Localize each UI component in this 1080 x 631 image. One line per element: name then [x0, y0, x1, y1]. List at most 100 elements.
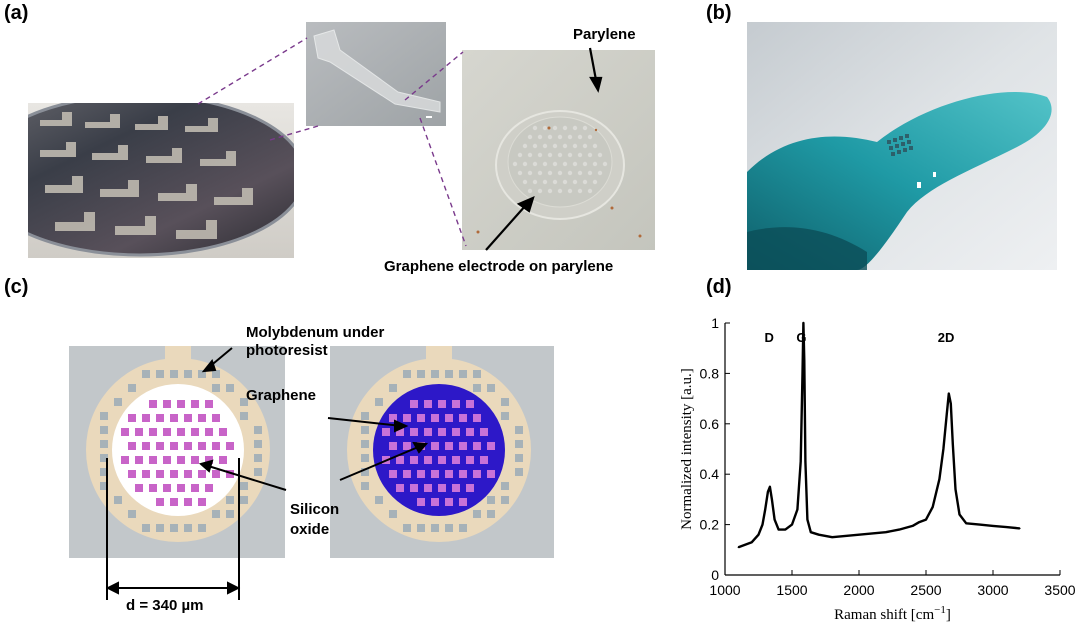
contact-pad — [501, 398, 509, 406]
contact-pad — [212, 370, 220, 378]
oxide-square — [156, 470, 164, 478]
contact-pad — [100, 440, 108, 448]
contact-pad — [114, 496, 122, 504]
oxide-square — [473, 442, 481, 450]
oxide-square — [149, 456, 157, 464]
electrode-dot — [577, 188, 583, 194]
oxide-square — [438, 428, 446, 436]
oxide-square — [128, 414, 136, 422]
electrode-dot — [582, 179, 588, 185]
electrode-dot — [597, 170, 603, 176]
contact-pad — [254, 426, 262, 434]
data-point — [777, 528, 780, 531]
oxide-square — [128, 442, 136, 450]
contact-pad — [254, 468, 262, 476]
parylene-strip-photo — [306, 22, 446, 126]
electrode-dot — [537, 152, 543, 158]
oxide-square — [184, 414, 192, 422]
oxide-square — [487, 470, 495, 478]
oxide-square — [403, 470, 411, 478]
contact-pad — [156, 524, 164, 532]
oxide-square — [177, 456, 185, 464]
contact-pad — [487, 496, 495, 504]
oxide-square — [135, 484, 143, 492]
data-point — [796, 508, 799, 511]
y-tick-label: 1 — [711, 315, 719, 331]
data-point — [949, 402, 952, 405]
oxide-square — [466, 428, 474, 436]
silicon-oxide-label-line2: oxide — [290, 521, 330, 538]
oxide-square — [445, 414, 453, 422]
diameter-dimension — [105, 458, 241, 600]
contact-pad — [501, 482, 509, 490]
oxide-square — [452, 428, 460, 436]
contact-pad — [142, 370, 150, 378]
electrode-dot — [542, 125, 548, 131]
oxide-square — [219, 456, 227, 464]
oxide-square — [198, 414, 206, 422]
oxide-square — [142, 442, 150, 450]
oxide-square — [438, 456, 446, 464]
data-point — [844, 535, 847, 537]
silicon-oxide-label: Silicon oxide — [290, 500, 339, 540]
oxide-square — [396, 456, 404, 464]
oxide-square — [205, 484, 213, 492]
oxide-square — [170, 414, 178, 422]
oxide-square — [431, 414, 439, 422]
contact-pad — [515, 440, 523, 448]
contact-pad — [170, 370, 178, 378]
oxide-square — [121, 456, 129, 464]
electrode-dot — [577, 152, 583, 158]
electrode-dot — [582, 125, 588, 131]
electrode-dot — [527, 134, 533, 140]
y-tick-label: 0.4 — [700, 466, 720, 482]
oxide-square — [191, 400, 199, 408]
data-point — [803, 360, 806, 362]
peak-label-D: D — [765, 330, 774, 345]
oxide-square — [459, 414, 467, 422]
data-point — [954, 488, 957, 491]
contact-pad — [212, 384, 220, 392]
annotation-arrows — [485, 47, 603, 251]
electrode-dot — [522, 179, 528, 185]
data-point — [925, 518, 927, 521]
electrode-dot — [562, 143, 568, 149]
x-tick-label: 3000 — [977, 582, 1008, 598]
contact-pad — [254, 440, 262, 448]
raman-chart: 1000 1500 2000 2500 3000 3500 0 0.2 0.4 0.6 0.8 1 D G… — [679, 315, 1076, 623]
oxide-square — [163, 400, 171, 408]
data-point — [757, 533, 760, 536]
data-point — [802, 322, 805, 324]
electrode-dot — [547, 134, 553, 140]
oxide-square — [191, 456, 199, 464]
electrode-dot — [552, 125, 558, 131]
oxide-square — [177, 400, 185, 408]
oxide-square — [226, 470, 234, 478]
contact-pad — [226, 384, 234, 392]
molybdenum-label: Molybdenum under photoresist — [246, 324, 384, 360]
contact-pad — [254, 454, 262, 462]
electrode-dot — [602, 161, 608, 167]
data-point — [958, 513, 961, 516]
oxide-square — [135, 428, 143, 436]
oxide-square — [198, 470, 206, 478]
oxide-square — [205, 400, 213, 408]
contact-pad — [389, 384, 397, 392]
electrode-dot — [572, 125, 578, 131]
contact-pad — [240, 482, 248, 490]
graphene-label: Graphene — [246, 387, 317, 404]
wafer-photo — [28, 103, 294, 258]
oxide-square — [198, 442, 206, 450]
electrode-dot — [562, 179, 568, 185]
data-point — [801, 372, 804, 375]
oxide-square — [212, 414, 220, 422]
electrode-dot — [542, 161, 548, 167]
panel-label-b: (b) — [706, 2, 732, 24]
electrode-dot — [522, 143, 528, 149]
x-tick-label: 1000 — [709, 582, 740, 598]
electrode-dot — [537, 188, 543, 194]
oxide-square — [452, 456, 460, 464]
electrode-dot — [517, 170, 523, 176]
y-tick-label: 0.2 — [700, 517, 720, 533]
data-point — [764, 508, 766, 511]
